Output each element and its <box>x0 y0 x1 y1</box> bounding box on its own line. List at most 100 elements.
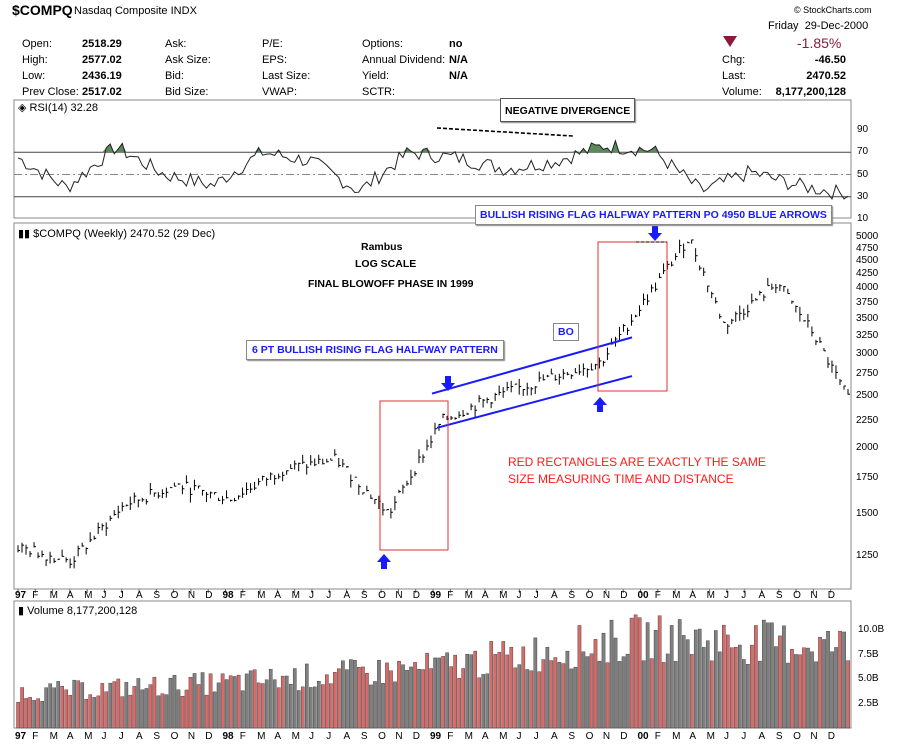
volume-bar <box>509 647 514 729</box>
volume-bar <box>333 672 337 729</box>
rsi-overbought-fill <box>18 140 848 153</box>
x-tick: D <box>620 590 628 601</box>
breakout-note: BO <box>553 323 579 341</box>
x-tick: O <box>378 731 386 742</box>
volume-bar <box>673 661 678 729</box>
volume-bar <box>697 628 702 729</box>
volume-bar <box>681 635 686 729</box>
rsi-label: ◈ RSI(14) 32.28 <box>18 102 98 114</box>
volume-bar <box>292 668 297 729</box>
x-tick: M <box>706 590 715 601</box>
volume-bar <box>581 651 586 729</box>
price-tick: 2750 <box>856 368 879 380</box>
x-tick: O <box>793 731 801 742</box>
red-rect-note-line1: RED RECTANGLES ARE EXACTLY THE SAME <box>508 455 766 469</box>
volume-bar <box>152 676 157 729</box>
x-tick: S <box>360 731 368 742</box>
x-tick: J <box>723 590 729 601</box>
volume-bar <box>505 654 510 729</box>
field-label: Low: <box>22 70 46 82</box>
volume-bar <box>493 654 498 729</box>
x-tick: A <box>481 731 489 742</box>
volume-bar <box>104 691 109 729</box>
volume-bar <box>677 619 682 729</box>
x-tick: A <box>758 590 766 601</box>
x-tick: M <box>291 731 300 742</box>
price-tick: 4000 <box>856 282 879 294</box>
arrow-up-icon <box>593 397 607 412</box>
volume-bar <box>525 669 530 729</box>
volume-bar <box>361 666 365 729</box>
volume-bar <box>36 698 40 729</box>
x-tick: J <box>516 731 522 742</box>
rsi-tick: 10 <box>857 212 869 224</box>
volume-bar <box>272 679 277 729</box>
volume-tick: 7.5B <box>858 648 879 660</box>
volume-bar <box>830 651 834 729</box>
field-label: Last Size: <box>262 70 311 82</box>
volume-bar <box>822 639 826 729</box>
volume-bar <box>168 677 173 729</box>
down-arrow-icon <box>723 36 737 47</box>
volume-bar <box>397 661 401 729</box>
volume-bar <box>709 660 714 729</box>
x-tick: J <box>118 731 124 742</box>
volume-bar <box>124 682 129 729</box>
volume-bar <box>413 662 417 729</box>
x-tick: M <box>672 590 681 601</box>
volume-bar <box>661 662 666 729</box>
field-label: High: <box>22 54 48 66</box>
field-value: no <box>449 38 463 50</box>
volume-bar <box>296 690 301 729</box>
volume-bar <box>649 658 654 729</box>
x-tick: N <box>602 590 611 601</box>
volume-bar <box>200 672 205 729</box>
volume-bar <box>409 666 413 729</box>
field-label: EPS: <box>262 54 288 66</box>
x-tick: O <box>585 731 594 742</box>
volume-bar <box>357 666 361 729</box>
x-tick: D <box>827 590 835 601</box>
volume-bar <box>184 689 189 729</box>
volume-bar <box>489 641 494 729</box>
arrow-down-icon <box>441 376 455 391</box>
volume-bar <box>128 694 133 729</box>
x-tick: O <box>378 590 386 601</box>
volume-bar <box>790 648 794 729</box>
volume-bar <box>726 634 730 729</box>
volume-bar <box>224 679 229 729</box>
x-tick: J <box>533 731 539 742</box>
volume-bar <box>513 667 518 729</box>
price-tick: 2000 <box>856 441 879 453</box>
volume-bar <box>381 683 385 729</box>
volume-bar <box>617 661 622 729</box>
volume-bar <box>92 697 97 729</box>
x-tick: J <box>741 590 747 601</box>
field-label: VWAP: <box>262 86 298 98</box>
volume-bar <box>112 681 117 729</box>
x-tick: J <box>308 590 314 601</box>
x-tick: 97 <box>15 590 27 601</box>
volume-bar <box>577 625 582 729</box>
volume-bar <box>220 673 225 729</box>
volume-bar <box>693 629 698 729</box>
volume-bar <box>421 669 425 729</box>
x-tick: M <box>672 731 681 742</box>
volume-bar <box>573 666 578 729</box>
volume-bar <box>457 678 461 729</box>
field-value: 2518.29 <box>82 38 122 50</box>
x-tick: D <box>412 590 420 601</box>
volume-bar <box>569 668 574 729</box>
price-tick: 1750 <box>856 472 879 484</box>
x-tick: S <box>775 590 783 601</box>
volume-bar <box>160 693 165 729</box>
volume-bar <box>481 674 486 729</box>
price-tick: 3500 <box>856 312 879 324</box>
volume-bar <box>429 668 433 729</box>
price-tick: 1250 <box>856 549 879 561</box>
volume-bar <box>609 619 614 729</box>
volume-bar <box>276 687 281 729</box>
price-legend-icon: ▮▮ <box>18 228 34 240</box>
volume-bar <box>461 668 465 729</box>
